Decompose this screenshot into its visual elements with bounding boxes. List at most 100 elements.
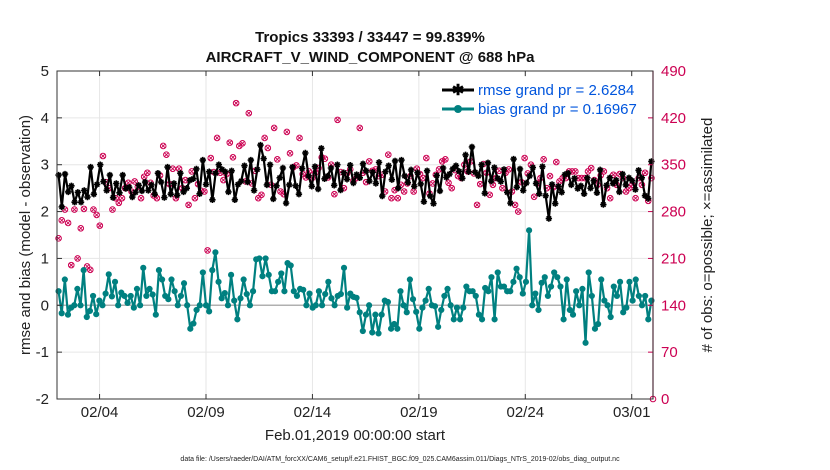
rmse-point [100, 178, 107, 185]
bias-point [394, 325, 401, 332]
rmse-point [520, 187, 527, 194]
bias-point [259, 273, 266, 280]
rmse-point [295, 191, 303, 198]
rmse-point [125, 184, 133, 191]
obs-count-point [400, 188, 408, 195]
bias-point [460, 304, 467, 311]
rmse-point [321, 175, 328, 182]
obs-assimilated-mark [443, 157, 448, 162]
bias-point [544, 292, 552, 300]
chart-title: Tropics 33393 / 33447 = 99.839% [255, 29, 485, 46]
legend-rmse-marker: ✱ [452, 82, 465, 99]
rmse-point [330, 182, 338, 189]
obs-assimilated-mark [275, 157, 280, 162]
rmse-point [427, 192, 434, 200]
rmse-point [481, 190, 488, 197]
rmse-point [298, 165, 306, 172]
bias-point [438, 306, 445, 314]
rmse-point [173, 191, 181, 199]
rmse-point [584, 174, 591, 182]
bias-point [488, 274, 495, 281]
obs-count-point [546, 172, 554, 180]
bias-point [77, 302, 84, 309]
obs-assimilated-mark [439, 159, 445, 164]
bias-point [645, 316, 652, 323]
bias-point [598, 276, 605, 283]
bias-point [265, 271, 272, 278]
bias-point [431, 303, 439, 310]
obs-count-point [641, 169, 649, 177]
obs-assimilated-mark [385, 152, 391, 157]
rmse-point [417, 180, 424, 188]
rmse-point [196, 190, 203, 197]
rmse-point [407, 166, 415, 174]
y2-tick-label: 280 [661, 204, 686, 221]
rmse-point [619, 170, 626, 178]
bias-point [315, 288, 323, 295]
obs-assimilated-mark [110, 207, 115, 212]
rmse-point [350, 179, 357, 187]
bias-point [413, 308, 420, 315]
rmse-point [302, 149, 309, 157]
bias-point [569, 311, 577, 318]
bias-point [532, 290, 539, 297]
rmse-point [439, 164, 447, 172]
rmse-point [555, 183, 562, 190]
obs-assimilated-mark [500, 185, 505, 191]
bias-point [89, 292, 97, 300]
obs-count-point [109, 206, 116, 213]
rmse-point [55, 171, 62, 179]
obs-assimilated-mark [547, 173, 553, 179]
rmse-point [61, 170, 69, 178]
legend-rmse-label: rmse grand pr = 2.6284 [478, 82, 634, 99]
rmse-point [177, 169, 184, 177]
obs-count-point [264, 144, 272, 152]
obs-assimilated-mark [214, 135, 220, 141]
obs-assimilated-mark [335, 117, 340, 123]
bias-point [595, 320, 602, 328]
rmse-point [487, 177, 495, 185]
bias-point [359, 327, 366, 335]
bias-point [529, 302, 536, 309]
rmse-point [186, 176, 194, 184]
rmse-point [641, 192, 649, 199]
bias-point [234, 316, 241, 323]
rmse-point [343, 176, 351, 183]
bias-point [256, 255, 263, 262]
rmse-point [504, 189, 511, 196]
obs-count-point [80, 205, 88, 213]
bias-point [61, 276, 68, 283]
rmse-point [478, 161, 485, 168]
obs-assimilated-mark [240, 140, 245, 146]
bias-point [249, 288, 257, 295]
rmse-point [154, 169, 162, 177]
obs-assimilated-mark [78, 225, 84, 231]
rmse-point [292, 182, 299, 189]
obs-count-point [610, 171, 617, 179]
obs-count-point [334, 116, 341, 124]
bias-point [422, 297, 429, 304]
rmse-point [494, 175, 501, 182]
obs-count-point [445, 179, 452, 187]
bias-point [475, 311, 483, 318]
rmse-point [106, 171, 114, 179]
rmse-point [391, 157, 399, 165]
rmse-point [571, 175, 578, 182]
obs-count-point [632, 194, 639, 202]
rmse-point [260, 155, 267, 162]
rmse-point [449, 165, 456, 173]
bias-point [620, 309, 627, 316]
y2-axis-label: # of obs: o=possible; ×=assimilated [699, 118, 716, 353]
bias-point [278, 270, 285, 277]
rmse-point [635, 167, 642, 174]
rmse-point [58, 203, 66, 211]
bias-point [547, 283, 555, 290]
rmse-point [539, 163, 546, 170]
rmse-point [462, 151, 469, 159]
rmse-point [414, 169, 421, 176]
rmse-point [401, 172, 408, 180]
x-tick-label: 02/24 [507, 404, 545, 421]
bias-point [469, 288, 476, 295]
rmse-series [55, 141, 655, 222]
bias-point [96, 297, 103, 304]
